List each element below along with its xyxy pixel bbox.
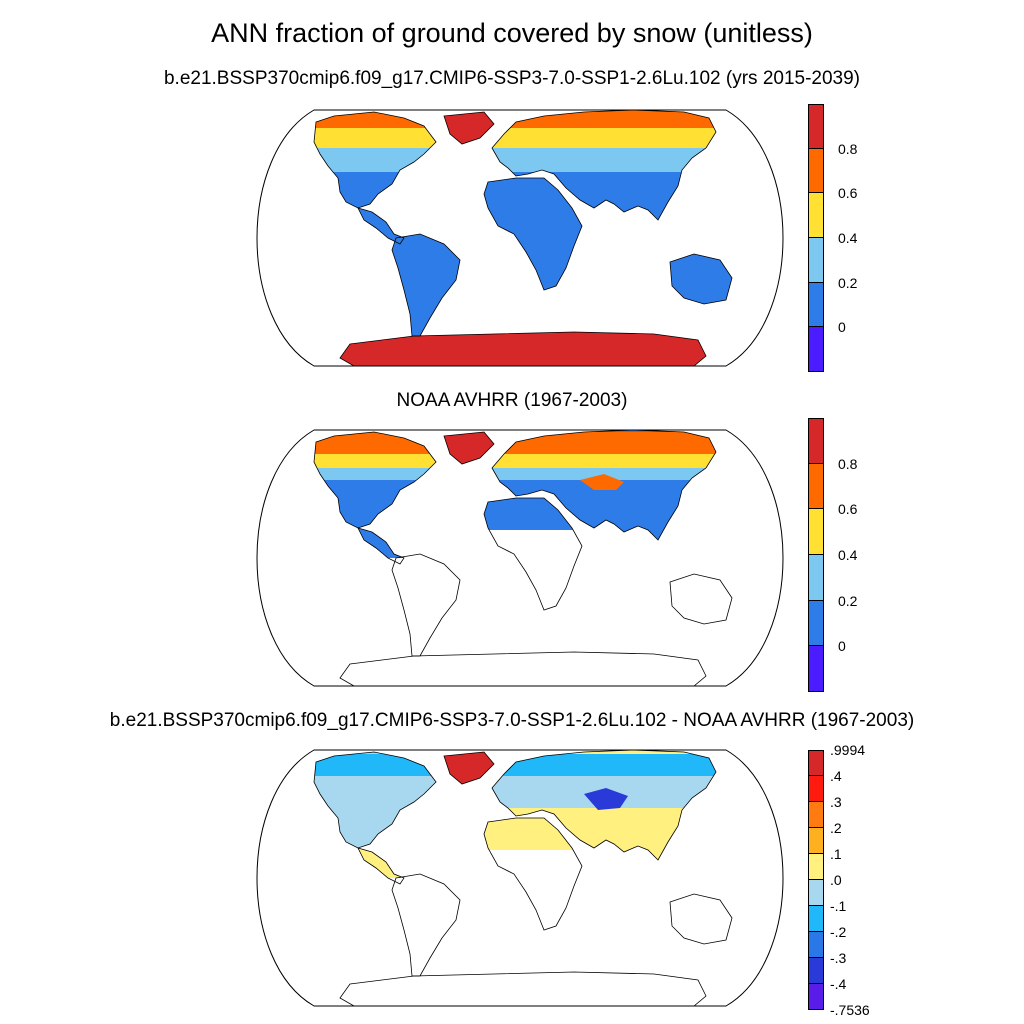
land-greenland xyxy=(444,752,494,784)
coastline-samerica xyxy=(391,553,461,657)
colorbar-swatch xyxy=(808,282,824,328)
colorbar-tick-label: 0.6 xyxy=(838,185,858,202)
land-greenland xyxy=(444,112,494,144)
coastline-antarctica xyxy=(339,971,707,1006)
colorbar-tick-label: -.2 xyxy=(830,924,847,940)
colorbar-swatch xyxy=(808,802,824,828)
coastline-africa xyxy=(483,177,583,291)
colorbar-tick-label: -.3 xyxy=(830,950,847,966)
coastline-greenland xyxy=(443,751,495,785)
plateau-diff xyxy=(584,788,628,810)
land-samerica xyxy=(392,234,460,336)
coastline-camerica xyxy=(357,847,405,885)
colorbar-obs: 0.8 0.6 0.4 0.2 0 xyxy=(808,418,888,692)
coastline-camerica xyxy=(357,207,405,245)
colorbar-tick-label: .3 xyxy=(830,794,842,810)
colorbar-tick-label: 0.2 xyxy=(838,274,858,291)
panel-1-title: b.e21.BSSP370cmip6.f09_g17.CMIP6-SSP3-7.… xyxy=(163,68,861,89)
colorbar-swatch xyxy=(808,854,824,880)
colorbar-tick-label: 0 xyxy=(838,638,846,655)
colorbar-tick-label: .9994 xyxy=(830,742,866,758)
land-australia xyxy=(670,254,732,304)
coastline-australia xyxy=(669,893,733,945)
land-africa xyxy=(484,818,582,850)
colorbar-tick-label: 0.2 xyxy=(838,592,858,609)
colorbar-swatch xyxy=(808,600,824,647)
coastline-greenland xyxy=(443,431,495,465)
coastline-africa xyxy=(483,817,583,931)
colorbar-tick-label: .0 xyxy=(830,872,842,888)
colorbar-swatch xyxy=(808,555,824,601)
coastline-australia xyxy=(669,253,733,305)
land-camerica xyxy=(358,208,404,244)
land-camerica xyxy=(358,848,404,878)
colorbar-tick-label: .4 xyxy=(830,768,842,784)
main-title: ANN fraction of ground covered by snow (… xyxy=(211,18,813,48)
coastline-camerica xyxy=(357,527,405,565)
colorbar-swatch xyxy=(808,104,824,149)
colorbar-tick-label: 0.8 xyxy=(838,455,858,472)
panel-2-title: NOAA AVHRR (1967-2003) xyxy=(396,390,628,411)
colorbar-swatch xyxy=(808,880,824,906)
colorbar-tick-label: 0 xyxy=(838,319,846,336)
coastline-antarctica xyxy=(339,331,707,366)
colorbar-swatch xyxy=(808,984,824,1010)
land-greenland xyxy=(444,432,494,464)
colorbar-swatch xyxy=(808,418,824,464)
colorbar-tick-label: .2 xyxy=(830,820,842,836)
coastline-samerica xyxy=(391,233,461,337)
colorbar-swatch xyxy=(808,906,824,932)
colorbar-swatch xyxy=(808,148,824,194)
snow-band-orange xyxy=(314,432,732,454)
colorbar-swatch xyxy=(808,193,824,238)
colorbar-swatch xyxy=(808,646,824,692)
colorbar-tick-label: -.4 xyxy=(830,976,847,992)
coastline-australia xyxy=(669,573,733,625)
colorbar-swatch xyxy=(808,828,824,854)
coastline-namerica xyxy=(313,111,437,209)
snow-band-orange xyxy=(314,110,732,128)
coastline-samerica xyxy=(391,873,461,977)
colorbar-swatch xyxy=(808,509,824,555)
colorbar-tick-label: 0.4 xyxy=(838,547,858,563)
colorbar-swatch xyxy=(808,238,824,283)
colorbar-tick-label: -.1 xyxy=(830,898,847,914)
colorbar-tick-label: .1 xyxy=(830,846,842,862)
panel-3-title: b.e21.BSSP370cmip6.f09_g17.CMIP6-SSP3-7.… xyxy=(109,710,915,731)
map-panel-difference xyxy=(256,749,784,1007)
colorbar-tick-label: 0.8 xyxy=(838,140,858,157)
land-africa xyxy=(484,498,582,530)
colorbar-swatch xyxy=(808,327,824,372)
colorbar-tick-label: -.7536 xyxy=(830,1002,870,1018)
coastline-namerica xyxy=(313,751,437,849)
map-panel-obs xyxy=(256,429,784,687)
colorbar-difference: .9994 .4 .3 .2 .1 .0 -.1 -.2 -.3 -.4 -.7536 xyxy=(808,743,888,1017)
colorbar-swatch xyxy=(808,932,824,958)
colorbar-tick-label: 0.4 xyxy=(838,230,858,246)
land-africa xyxy=(484,178,582,290)
snow-band-yellow xyxy=(314,450,732,468)
coastline-antarctica xyxy=(339,651,707,686)
land-camerica xyxy=(358,528,404,558)
colorbar-swatch xyxy=(808,776,824,802)
colorbar-swatch xyxy=(808,958,824,984)
colorbar-swatch xyxy=(808,750,824,776)
colorbar-tick-label: 0.6 xyxy=(838,501,858,518)
colorbar-model: 0.8 0.6 0.4 0.2 0 xyxy=(808,104,888,372)
map-outline xyxy=(256,749,784,1007)
land-antarctica xyxy=(340,332,706,366)
map-outline xyxy=(256,109,784,367)
map-panel-model xyxy=(256,109,784,367)
coastline-greenland xyxy=(443,111,495,145)
map-outline xyxy=(256,429,784,687)
coastline-africa xyxy=(483,497,583,611)
coastline-namerica xyxy=(313,431,437,529)
colorbar-swatch xyxy=(808,463,824,510)
plateau-snow xyxy=(580,474,624,490)
